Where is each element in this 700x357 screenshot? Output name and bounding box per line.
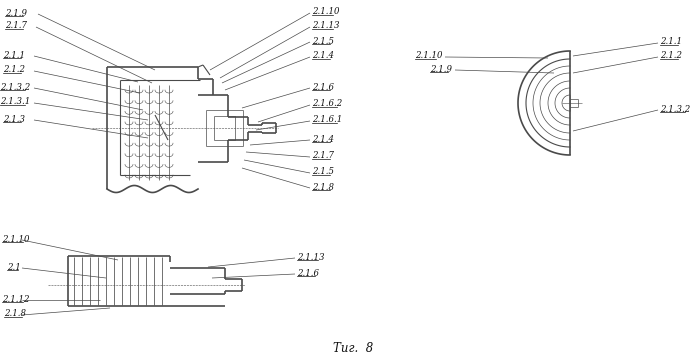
Text: 2.1.3.2: 2.1.3.2: [0, 82, 30, 91]
Text: 2.1.10: 2.1.10: [2, 235, 29, 243]
Text: 2.1.4: 2.1.4: [312, 135, 334, 144]
Text: 2.1.5: 2.1.5: [312, 36, 334, 45]
Text: 2.1.10: 2.1.10: [312, 7, 340, 16]
Text: 2.1.9: 2.1.9: [5, 9, 27, 17]
Text: 2.1.2: 2.1.2: [3, 65, 25, 75]
Text: 2.1.7: 2.1.7: [312, 151, 334, 161]
Text: 2.1.6: 2.1.6: [297, 268, 319, 277]
Text: 2.1.1: 2.1.1: [3, 50, 25, 60]
Text: 2.1.7: 2.1.7: [5, 21, 27, 30]
Text: 2.1.8: 2.1.8: [312, 182, 334, 191]
Text: 2.1.13: 2.1.13: [297, 252, 325, 261]
Text: 2.1.3.2: 2.1.3.2: [660, 105, 690, 114]
Text: 2.1.8: 2.1.8: [4, 310, 26, 318]
Text: 2.1.6.1: 2.1.6.1: [312, 116, 342, 125]
Text: 2.1.6: 2.1.6: [312, 82, 334, 91]
Text: Τиг.  8: Τиг. 8: [333, 342, 373, 355]
Text: 2.1.3: 2.1.3: [3, 115, 25, 124]
Text: 2.1.4: 2.1.4: [312, 51, 334, 60]
Text: 2.1.2: 2.1.2: [660, 51, 682, 60]
Text: 2.1.9: 2.1.9: [430, 65, 452, 74]
Text: 2.1.12: 2.1.12: [2, 295, 29, 303]
Text: 2.1.1: 2.1.1: [660, 37, 682, 46]
Text: 2.1.10: 2.1.10: [415, 51, 442, 60]
Text: 2.1.13: 2.1.13: [312, 21, 340, 30]
Text: 2.1.6.2: 2.1.6.2: [312, 100, 342, 109]
Text: 2.1: 2.1: [7, 262, 21, 272]
Text: 2.1.5: 2.1.5: [312, 167, 334, 176]
Text: 2.1.3.1: 2.1.3.1: [0, 97, 30, 106]
